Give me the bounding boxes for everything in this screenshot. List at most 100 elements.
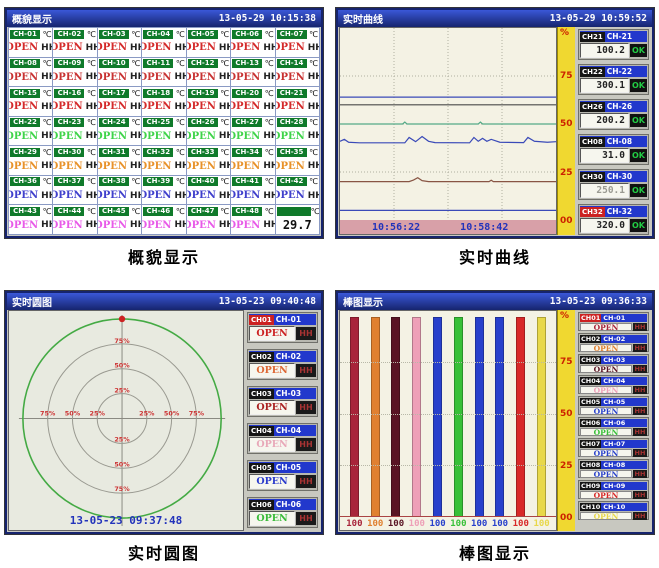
curve-channel-box[interactable]: CH22 CH-22 300.1 OK [578,64,649,95]
overview-channel-cell[interactable]: CH-36℃OPENHH [9,175,53,205]
open-status-label: OPEN [142,190,172,202]
unit-label: ℃ [220,88,230,98]
overview-channel-cell[interactable]: CH-13℃OPENHH [231,57,275,87]
bar-channel-box[interactable]: CH07 CH-07 OPEN HH [578,438,649,458]
alarm-hh-badge: HH [296,364,316,377]
overview-channel-cell[interactable]: CH-24℃OPENHH [97,116,142,146]
overview-channel-cell[interactable]: CH-35℃OPENHH [275,146,319,175]
overview-channel-cell[interactable]: CH-02℃OPENHH [53,28,97,57]
alarm-hh-label: HH [41,42,52,53]
overview-channel-cell[interactable]: CH-28℃OPENHH [275,116,319,146]
overview-channel-cell[interactable]: CH-19℃OPENHH [186,87,231,116]
bar-channel-box[interactable]: CH09 CH-09 OPEN HH [578,480,649,500]
bar-channel-box[interactable]: CH05 CH-05 OPEN HH [578,396,649,416]
bar-channel-box[interactable]: CH04 CH-04 OPEN HH [578,375,649,395]
circle-channel-box[interactable]: CH03 CH-03 OPEN HH [247,386,318,417]
overview-channel-cell[interactable]: CH-32℃OPENHH [142,146,186,175]
alarm-hh-label: HH [85,220,97,231]
channel-id-badge: CH10 [580,503,602,511]
overview-channel-cell[interactable]: CH-03℃OPENHH [97,28,142,57]
overview-channel-cell[interactable]: CH-15℃OPENHH [9,87,53,116]
bar-channel-box[interactable]: CH06 CH-06 OPEN HH [578,417,649,437]
bar-channel-box[interactable]: CH01 CH-01 OPEN HH [578,312,649,332]
alarm-hh-label: HH [174,42,185,53]
open-status-label: OPEN [53,101,83,113]
channel-value-row: 320.0 OK [580,218,647,233]
channel-header: CH-45 ℃ [98,205,141,216]
overview-channel-cell[interactable]: CH-26℃OPENHH [186,116,231,146]
bar-channel-box[interactable]: CH10 CH-10 OPEN HH [578,501,649,521]
channel-id-badge [276,206,311,216]
overview-channel-cell[interactable]: CH-14℃OPENHH [275,57,319,87]
circle-channel-box[interactable]: CH02 CH-02 OPEN HH [247,349,318,380]
open-status-label: OPEN [580,470,632,479]
channel-box-header: CH07 CH-07 [580,440,647,448]
overview-channel-cell[interactable]: CH-16℃OPENHH [53,87,97,116]
overview-channel-cell[interactable]: CH-08℃OPENHH [9,57,53,87]
overview-channel-cell[interactable]: CH-07℃OPENHH [275,28,319,57]
circle-channel-box[interactable]: CH06 CH-06 OPEN HH [247,497,318,528]
overview-channel-cell[interactable]: CH-18℃OPENHH [142,87,186,116]
circle-chart-svg: 25% 25% 25% 25% 50% 50% 50% 50% 75% 75% 75% 75% [18,314,226,527]
overview-channel-cell[interactable]: CH-27℃OPENHH [231,116,275,146]
overview-channel-cell[interactable]: CH-46℃OPENHH [142,205,186,234]
channel-id-badge: CH-12 [187,59,218,69]
overview-channel-cell[interactable]: CH-21℃OPENHH [275,87,319,116]
channel-id-badge: CH-35 [276,147,307,157]
circle-channel-box[interactable]: CH05 CH-05 OPEN HH [247,460,318,491]
overview-channel-cell[interactable]: CH-37℃OPENHH [53,175,97,205]
overview-channel-cell[interactable]: CH-20℃OPENHH [231,87,275,116]
overview-channel-cell[interactable]: CH-33℃OPENHH [186,146,231,175]
overview-channel-cell[interactable]: CH-41℃OPENHH [231,175,275,205]
circle-channel-box[interactable]: CH01 CH-01 OPEN HH [247,312,318,343]
bar-channel-box[interactable]: CH02 CH-02 OPEN HH [578,333,649,353]
circle-channel-box[interactable]: CH04 CH-04 OPEN HH [247,423,318,454]
unit-label: ℃ [131,118,141,128]
overview-channel-cell[interactable]: CH-06℃OPENHH [231,28,275,57]
open-status-label: OPEN [9,42,39,54]
overview-channel-cell[interactable]: CH-10℃OPENHH [97,57,142,87]
curve-channel-box[interactable]: CH21 CH-21 100.2 OK [578,29,649,60]
bar-channel-box[interactable]: CH03 CH-03 OPEN HH [578,354,649,374]
open-status-label: OPEN [249,474,295,489]
overview-channel-cell[interactable]: CH-05℃OPENHH [186,28,231,57]
open-status-label: OPEN [186,160,216,172]
overview-channel-cell[interactable]: CH-31℃OPENHH [97,146,142,175]
curve-channel-box[interactable]: CH30 CH-30 250.1 OK [578,169,649,200]
curves-title: 实时曲线 [343,15,383,26]
alarm-hh-label: HH [130,220,141,231]
overview-channel-cell[interactable]: CH-38℃OPENHH [97,175,142,205]
overview-channel-cell[interactable]: CH-44℃OPENHH [53,205,97,234]
overview-channel-cell[interactable]: CH-09℃OPENHH [53,57,97,87]
overview-channel-cell[interactable]: CH-39℃OPENHH [142,175,186,205]
unit-label: ℃ [86,177,96,187]
overview-channel-cell[interactable]: CH-12℃OPENHH [186,57,231,87]
overview-channel-cell[interactable]: CH-47℃OPENHH [186,205,231,234]
overview-channel-cell[interactable]: CH-42℃OPENHH [275,175,319,205]
overview-channel-cell[interactable]: CH-11℃OPENHH [142,57,186,87]
overview-channel-cell[interactable]: CH-25℃OPENHH [142,116,186,146]
overview-channel-cell[interactable]: CH-40℃OPENHH [186,175,231,205]
overview-channel-cell[interactable]: CH-01℃OPENHH [9,28,53,57]
curve-channel-box[interactable]: CH08 CH-08 31.0 OK [578,134,649,165]
overview-channel-cell[interactable]: CH-45℃OPENHH [97,205,142,234]
overview-channel-cell[interactable]: CH-34℃OPENHH [231,146,275,175]
overview-channel-cell[interactable]: CH-04℃OPENHH [142,28,186,57]
ring-percent-label: 25% [139,410,155,418]
ring-percent-label: 25% [114,435,130,443]
overview-channel-cell[interactable]: CH-30℃OPENHH [53,146,97,175]
overview-channel-cell[interactable]: CH-29℃OPENHH [9,146,53,175]
overview-value-cell[interactable]: ℃ 29.7 [275,205,319,234]
curve-channel-box[interactable]: CH32 CH-32 320.0 OK [578,204,649,235]
curve-channel-box[interactable]: CH26 CH-26 200.2 OK [578,99,649,130]
overview-channel-cell[interactable]: CH-17℃OPENHH [97,87,142,116]
overview-channel-cell[interactable]: CH-23℃OPENHH [53,116,97,146]
bar-chart [340,311,556,517]
overview-channel-cell[interactable]: CH-48℃OPENHH [231,205,275,234]
channel-header: CH-25 ℃ [142,117,185,128]
channel-box-header: CH08 CH-08 [580,461,647,469]
bar-channel-box[interactable]: CH08 CH-08 OPEN HH [578,459,649,479]
overview-channel-cell[interactable]: CH-22℃OPENHH [9,116,53,146]
overview-channel-cell[interactable]: CH-43℃OPENHH [9,205,53,234]
